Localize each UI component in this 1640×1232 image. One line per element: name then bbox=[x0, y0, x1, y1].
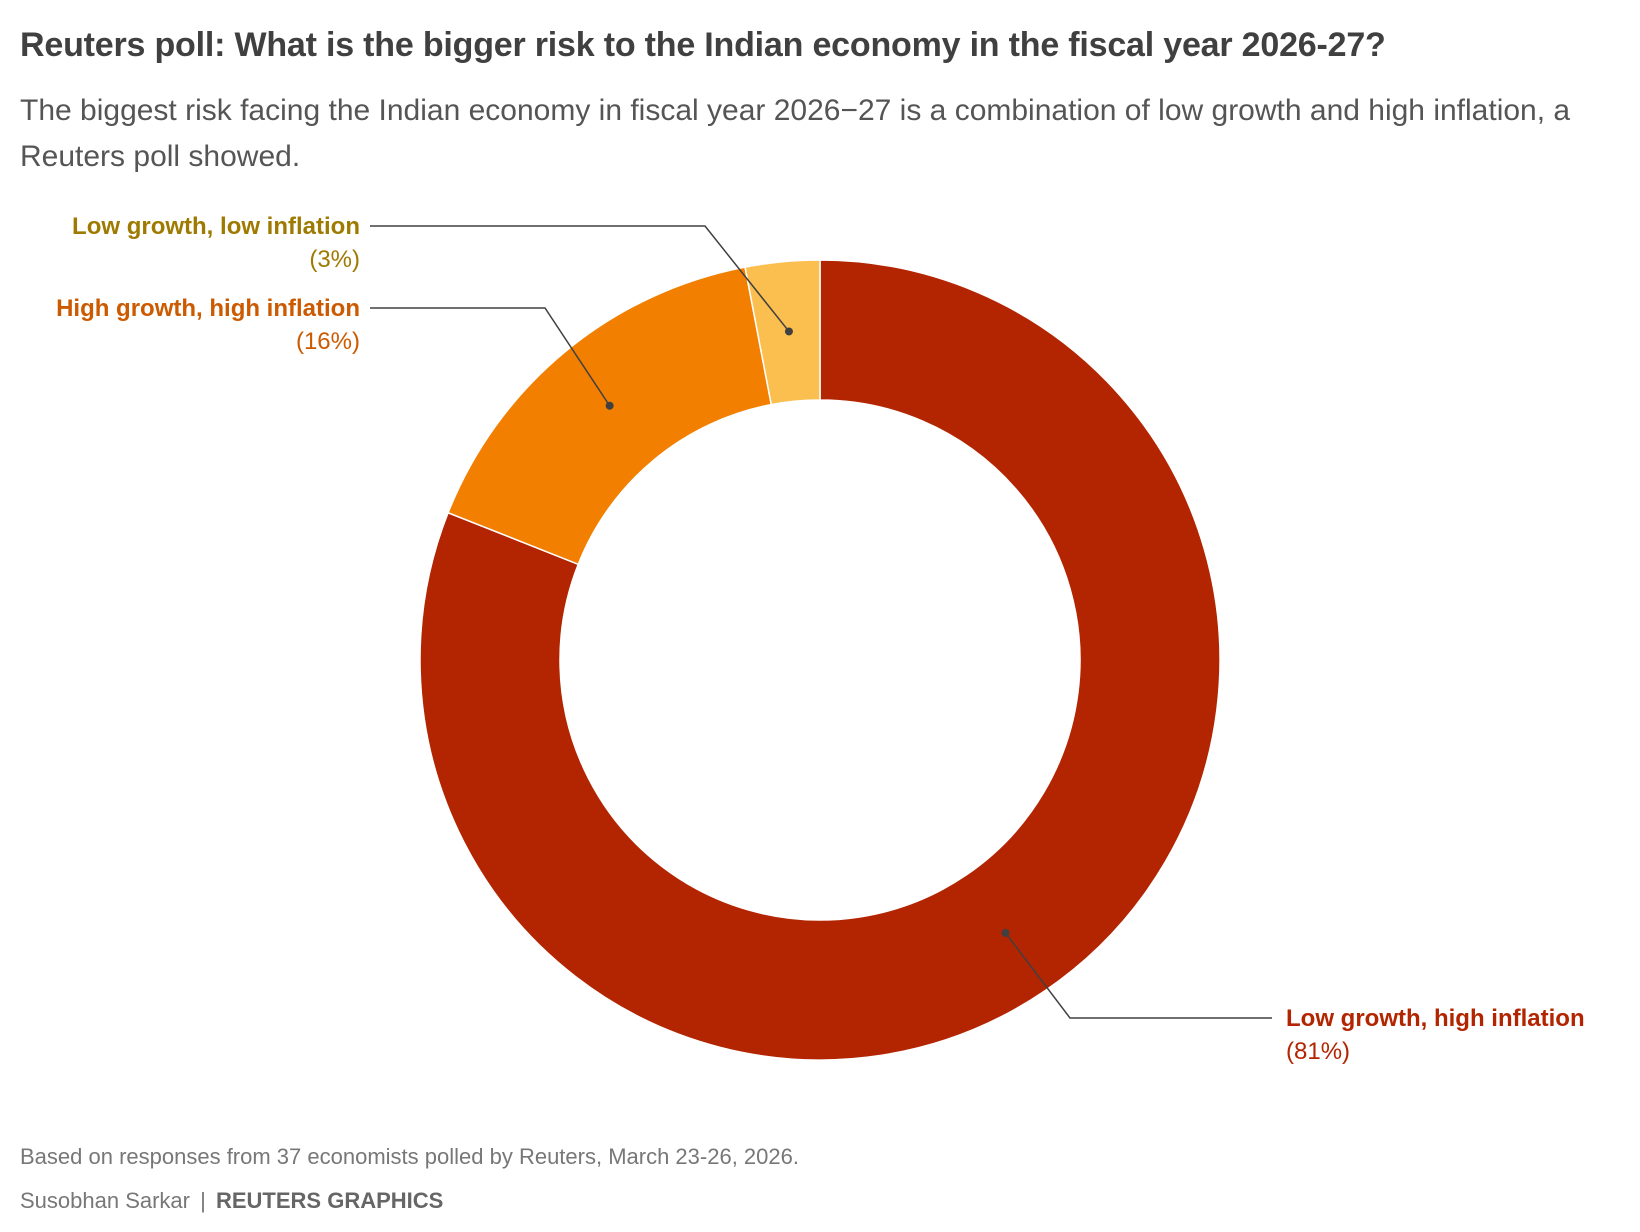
footnote: Based on responses from 37 economists po… bbox=[20, 1144, 799, 1169]
chart-subtitle: The biggest risk facing the Indian econo… bbox=[20, 94, 1571, 173]
leader-line-high-growth-high-inflation bbox=[370, 307, 611, 407]
slice-value-high-growth-high-inflation: (16%) bbox=[296, 328, 360, 355]
slice-value-low-growth-low-inflation: (3%) bbox=[309, 246, 360, 273]
slice-label-low-growth-low-inflation: Low growth, low inflation bbox=[72, 213, 360, 240]
slice-value-low-growth-high-inflation: (81%) bbox=[1286, 1038, 1350, 1065]
slice-low-growth-high-inflation bbox=[419, 259, 1221, 1061]
leader-dot-low-growth-high-inflation bbox=[1001, 928, 1010, 937]
leader-line-low-growth-low-inflation bbox=[370, 225, 790, 332]
byline-author: Susobhan Sarkar bbox=[20, 1188, 190, 1213]
slice-low-growth-low-inflation bbox=[744, 259, 821, 406]
slice-high-growth-high-inflation bbox=[447, 266, 773, 566]
leader-dot-high-growth-high-inflation bbox=[605, 401, 614, 410]
chart-title: Reuters poll: What is the bigger risk to… bbox=[20, 26, 1386, 64]
byline-brand: REUTERS GRAPHICS bbox=[215, 1188, 444, 1213]
leader-dot-low-growth-low-inflation bbox=[784, 327, 793, 336]
leader-line-low-growth-high-inflation bbox=[1004, 932, 1272, 1019]
byline: Susobhan Sarkar | REUTERS GRAPHICS bbox=[20, 1188, 443, 1214]
slice-label-high-growth-high-inflation: High growth, high inflation bbox=[56, 295, 360, 322]
slice-label-low-growth-high-inflation: Low growth, high inflation bbox=[1286, 1005, 1585, 1032]
byline-separator: | bbox=[200, 1188, 206, 1213]
